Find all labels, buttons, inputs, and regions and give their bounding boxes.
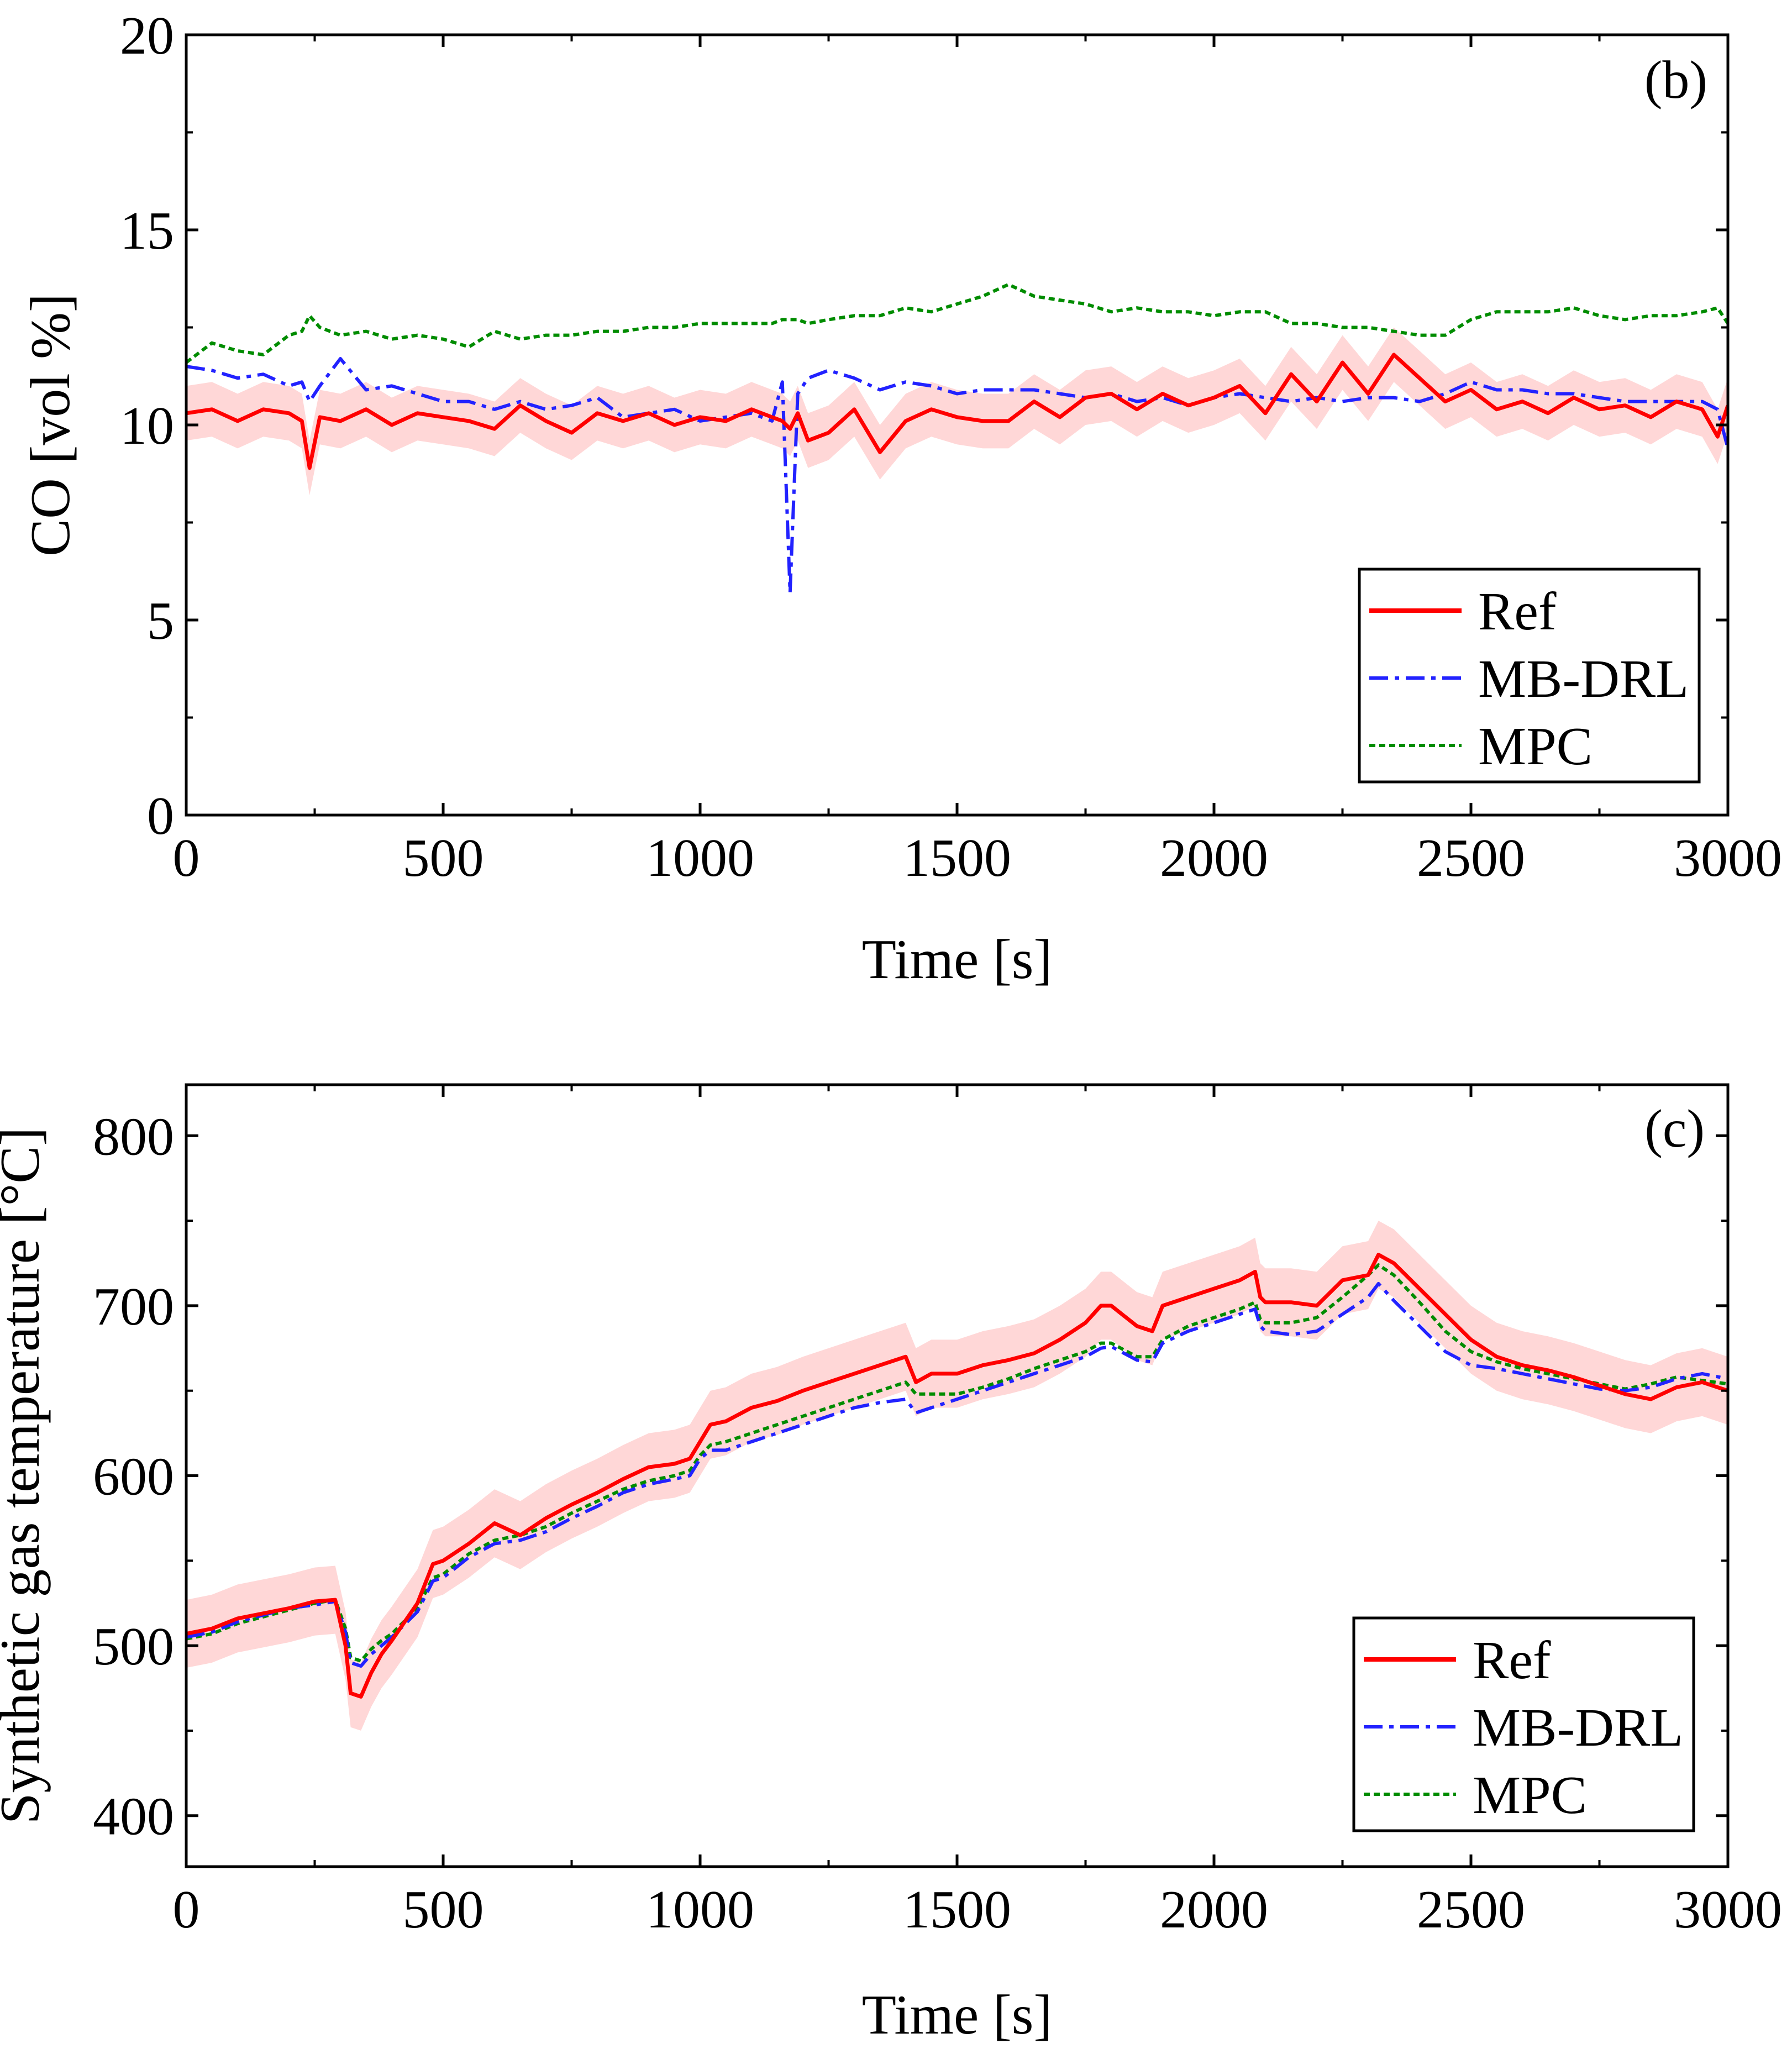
x-axis-title: Time [s] — [862, 928, 1053, 991]
x-tick-label: 3000 — [1674, 1880, 1782, 1940]
legend-box — [1358, 568, 1701, 784]
series-line-ref — [186, 1253, 1728, 1699]
x-tick-label: 500 — [403, 1880, 484, 1940]
y-tick-label: 400 — [93, 1787, 174, 1847]
legend: Ref MB-DRL MPC — [1358, 568, 1701, 784]
x-tick-label: 2500 — [1417, 828, 1525, 888]
plot-area — [186, 282, 1728, 595]
series-line-mpc — [186, 1263, 1728, 1663]
x-tick-label: 500 — [403, 828, 484, 888]
y-tick-label: 800 — [93, 1107, 174, 1167]
y-tick-label: 0 — [147, 786, 174, 846]
x-tick-label: 1500 — [903, 1880, 1011, 1940]
x-tick-label: 1000 — [646, 1880, 754, 1940]
legend-label: Ref — [1478, 582, 1557, 642]
legend-label: MB-DRL — [1478, 649, 1689, 709]
x-tick-label: 1500 — [903, 828, 1011, 888]
series-line-mbdrl — [186, 357, 1728, 595]
series-line-ref — [186, 353, 1728, 470]
y-axis-title: CO [vol %] — [19, 293, 82, 556]
chart-panel-c: 0 500 1000 1500 2000 2500 3000 400 500 600 700 800 T… — [0, 1083, 1782, 2046]
legend-box — [1352, 1616, 1695, 1832]
legend: Ref MB-DRL MPC — [1352, 1616, 1695, 1832]
panel-label: (c) — [1644, 1099, 1705, 1159]
x-tick-label: 0 — [173, 828, 200, 888]
ref-uncertainty-band — [186, 327, 1728, 496]
y-tick-label: 700 — [93, 1277, 174, 1337]
legend-label: Ref — [1473, 1631, 1551, 1690]
y-tick-label: 600 — [93, 1447, 174, 1507]
x-tick-label: 2500 — [1417, 1880, 1525, 1940]
y-tick-label: 500 — [93, 1617, 174, 1677]
y-tick-label: 20 — [120, 6, 174, 66]
panel-label: (b) — [1644, 50, 1707, 110]
x-tick-label: 3000 — [1674, 828, 1782, 888]
x-tick-label: 2000 — [1160, 828, 1268, 888]
y-tick-label: 10 — [120, 396, 174, 456]
x-axis-title: Time [s] — [862, 1984, 1053, 2046]
y-tick-label: 5 — [147, 591, 174, 651]
x-tick-label: 1000 — [646, 828, 754, 888]
y-tick-label: 15 — [120, 201, 174, 261]
legend-label: MPC — [1473, 1766, 1587, 1825]
series-line-mbdrl — [186, 1281, 1728, 1668]
chart-panel-b: 0 500 1000 1500 2000 2500 3000 0 5 10 15 20 Time [s]… — [19, 6, 1782, 991]
legend-label: MB-DRL — [1473, 1698, 1683, 1758]
series-line-mpc — [186, 282, 1728, 364]
x-tick-label: 0 — [173, 1880, 200, 1940]
x-tick-label: 2000 — [1160, 1880, 1268, 1940]
plot-area — [186, 1221, 1728, 1731]
legend-label: MPC — [1478, 717, 1593, 776]
y-axis-title: Synthetic gas temperature [°C] — [0, 1127, 51, 1825]
